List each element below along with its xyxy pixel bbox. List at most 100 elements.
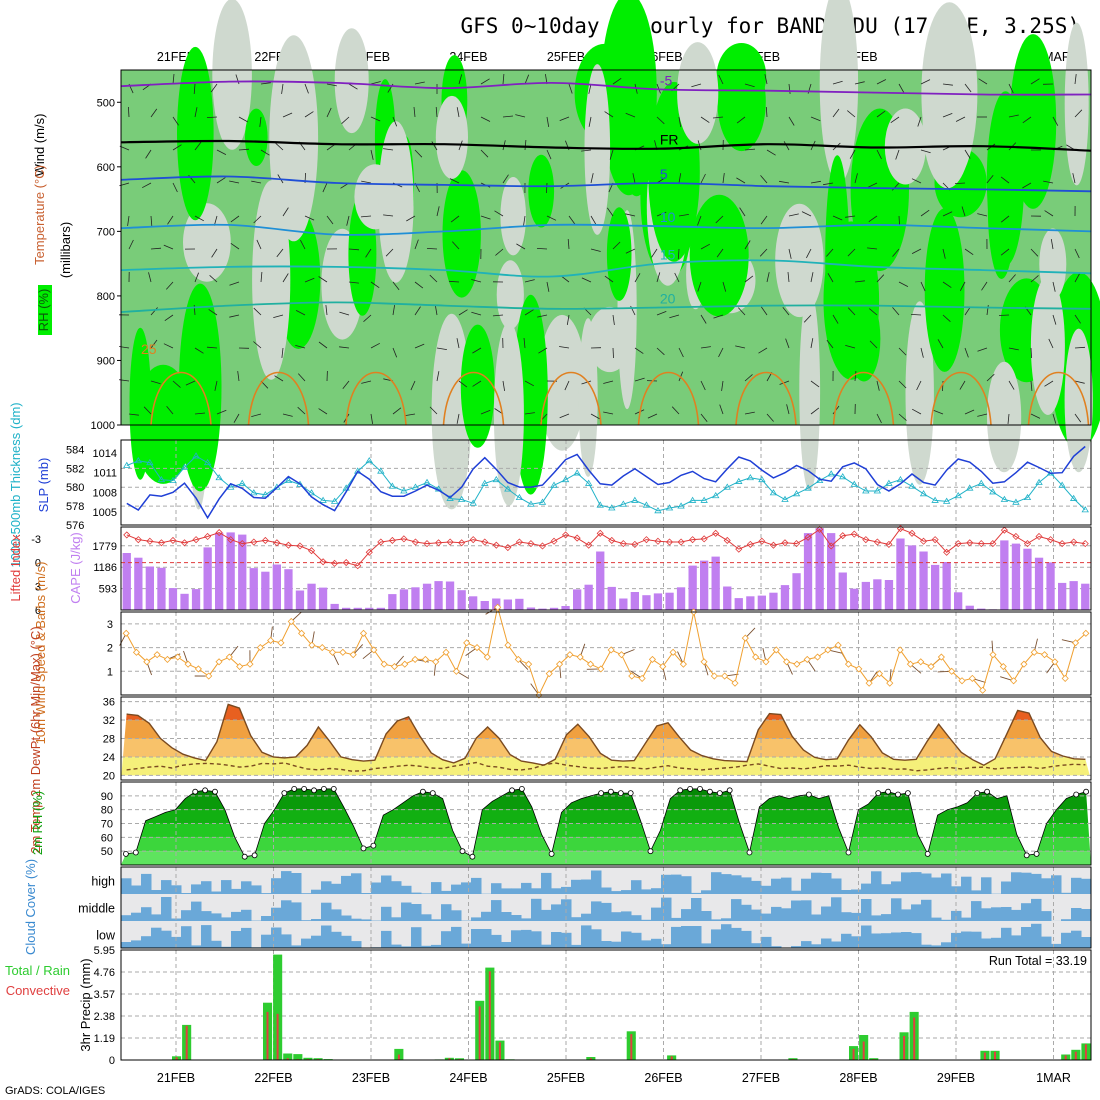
cloud-cell bbox=[241, 881, 252, 894]
cloud-cell bbox=[621, 911, 632, 921]
lifted-index-marker bbox=[862, 536, 870, 544]
cloud-cell bbox=[821, 906, 832, 921]
y-tick-label-right: 1005 bbox=[93, 507, 117, 519]
cape-bar bbox=[1034, 557, 1044, 610]
lifted-index-marker bbox=[515, 538, 523, 546]
wind-speed-marker bbox=[555, 660, 564, 668]
lifted-index-marker bbox=[1035, 532, 1043, 541]
wind-speed-marker bbox=[628, 672, 636, 680]
isotherm-label: 5 bbox=[660, 166, 668, 182]
wind-barb bbox=[413, 106, 416, 118]
thickness-marker bbox=[896, 475, 905, 483]
wind-barb bbox=[524, 309, 534, 316]
cloud-cell bbox=[221, 917, 232, 921]
cloud-cell bbox=[891, 932, 902, 948]
rh-band bbox=[121, 823, 1091, 838]
cloud-cell bbox=[821, 873, 832, 894]
cape-bar bbox=[642, 595, 651, 610]
rh-dry-area bbox=[775, 203, 824, 318]
wind-barb bbox=[214, 380, 218, 391]
cloud-cell bbox=[571, 944, 582, 948]
isotherm-label: 10 bbox=[660, 209, 676, 225]
cape-bar bbox=[272, 564, 281, 610]
cloud-cell bbox=[231, 931, 242, 948]
wind-barb bbox=[450, 215, 460, 223]
convective-bar bbox=[852, 1048, 855, 1060]
lifted-index-marker bbox=[769, 541, 778, 549]
cloud-cell bbox=[801, 878, 812, 894]
wind-barb bbox=[150, 247, 162, 250]
y-tick-label: 5.95 bbox=[94, 945, 115, 957]
rh-moist-area bbox=[825, 155, 850, 362]
rh-marker bbox=[1073, 791, 1080, 798]
cloud-cell bbox=[741, 904, 752, 921]
cape-bar bbox=[780, 585, 790, 610]
wind-barb bbox=[1052, 116, 1059, 126]
cloud-cell bbox=[311, 935, 322, 948]
cloud-cell bbox=[831, 941, 842, 948]
wind-speed-marker bbox=[741, 634, 749, 642]
lifted-index-marker bbox=[1058, 540, 1066, 548]
lifted-index-marker bbox=[631, 540, 639, 548]
cloud-cell bbox=[151, 914, 162, 921]
rh-moist-area bbox=[1009, 34, 1057, 209]
thickness-marker bbox=[711, 491, 720, 499]
wind-barb bbox=[845, 215, 856, 218]
lifted-index-marker bbox=[585, 541, 593, 549]
cape-bar bbox=[157, 567, 166, 610]
wind-barb bbox=[942, 113, 953, 118]
wind-barb bbox=[206, 116, 218, 118]
wind-barb bbox=[523, 215, 526, 226]
wind-barb bbox=[235, 74, 240, 85]
lifted-index-marker bbox=[342, 559, 350, 567]
wind-barb bbox=[1052, 281, 1056, 292]
lifted-index-marker bbox=[550, 537, 558, 545]
cape-bar bbox=[942, 562, 951, 610]
cape-bar bbox=[203, 547, 212, 610]
rain-bar bbox=[283, 1053, 293, 1060]
wind-barb bbox=[502, 174, 509, 184]
wind-barb bbox=[210, 83, 218, 93]
wind-barb bbox=[801, 211, 812, 217]
wind-barb bbox=[282, 273, 289, 283]
y-tick-label: 80 bbox=[101, 805, 113, 817]
wind-barb bbox=[480, 116, 491, 122]
cloud-cell bbox=[591, 929, 602, 948]
cape-bar bbox=[388, 594, 397, 610]
cloud-cell bbox=[1041, 878, 1052, 894]
cloud-cell bbox=[511, 888, 522, 894]
cloud-cell bbox=[851, 936, 862, 948]
cape-tick-label: 593 bbox=[99, 584, 117, 596]
cloud-cell bbox=[691, 926, 702, 948]
lifted-index-marker bbox=[388, 536, 396, 545]
cloud-cell bbox=[411, 927, 422, 948]
wind-barb bbox=[348, 248, 360, 251]
wind-barb bbox=[876, 413, 882, 424]
wind-barb bbox=[845, 345, 856, 349]
wind-barb bbox=[458, 74, 463, 85]
wind-barb bbox=[898, 215, 900, 227]
cloud-cell bbox=[541, 872, 552, 894]
y-axis-label: (millibars) bbox=[58, 222, 73, 278]
lifted-index-marker bbox=[989, 540, 997, 548]
wind-barb bbox=[523, 337, 526, 349]
wind-barb bbox=[765, 106, 768, 118]
wind-barb bbox=[405, 413, 416, 416]
wind-speed-marker bbox=[174, 653, 182, 661]
wind-speed-marker bbox=[411, 655, 419, 663]
cloud-cell bbox=[181, 910, 192, 921]
wind-barb bbox=[700, 413, 708, 423]
cape-bar bbox=[526, 607, 536, 610]
wind-barb bbox=[524, 380, 534, 387]
cloud-cell bbox=[751, 880, 762, 894]
wind-barb bbox=[674, 272, 680, 283]
wind-barb bbox=[942, 83, 953, 86]
wind-barb bbox=[869, 340, 878, 349]
cloud-cell bbox=[351, 873, 362, 894]
isotherm-line bbox=[120, 80, 1092, 96]
rh-marker bbox=[469, 853, 476, 860]
wind-speed-marker bbox=[813, 653, 822, 661]
lifted-index-marker bbox=[284, 541, 293, 549]
cloud-cell bbox=[1071, 877, 1082, 894]
cloud-cell bbox=[771, 946, 782, 948]
